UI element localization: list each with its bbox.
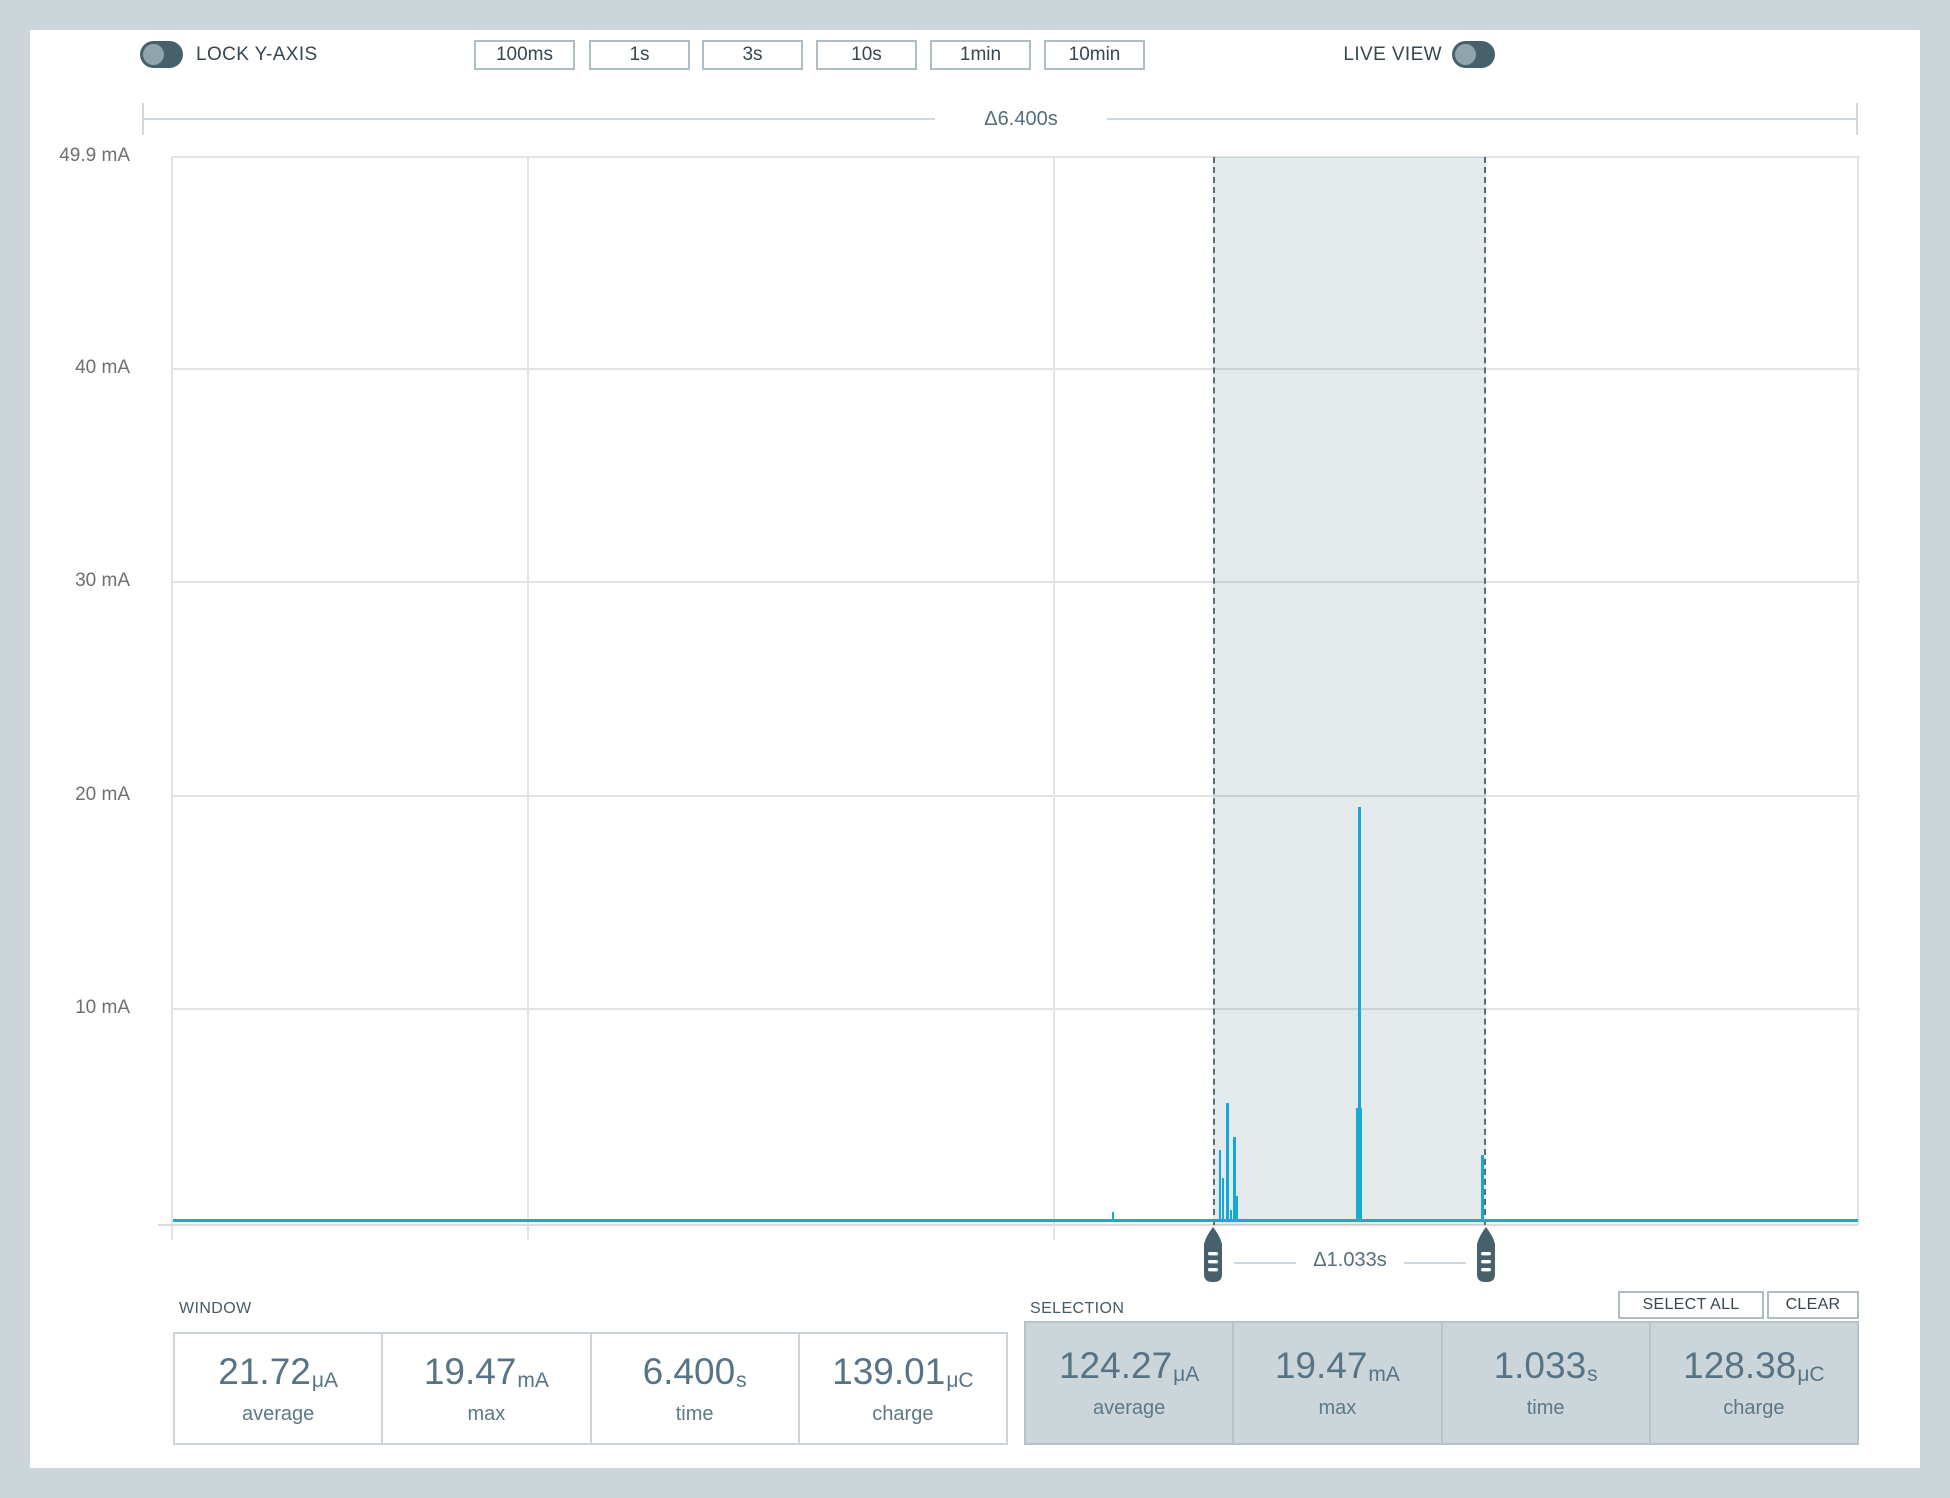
grip-line-icon <box>1208 1252 1218 1256</box>
y-tick-label: 49.9 mA <box>59 145 130 166</box>
current-spike <box>1226 1103 1229 1222</box>
y-axis-line <box>171 157 173 1240</box>
y-tick-label: 40 mA <box>75 357 130 378</box>
y-tick-label: 10 mA <box>75 997 130 1018</box>
stat-number: 19.47 <box>423 1350 517 1392</box>
window-3s-button[interactable]: 3s <box>702 40 803 70</box>
y-tick-label: 30 mA <box>75 570 130 591</box>
select-all-button[interactable]: SELECT ALL <box>1618 1291 1764 1319</box>
stat-label: average <box>241 1402 315 1425</box>
selection-span-value: Δ1.033s <box>1313 1249 1387 1271</box>
current-spike <box>1222 1178 1224 1222</box>
window-100ms-button[interactable]: 100ms <box>474 40 575 70</box>
current-spike <box>1236 1196 1238 1222</box>
chart-plot-area[interactable] <box>172 157 1858 1225</box>
selection-max-stat: 19.47mA max <box>1232 1323 1440 1443</box>
selection-span-line <box>1234 1262 1296 1264</box>
y-tick-label: 20 mA <box>75 784 130 805</box>
stat-label: time <box>1526 1397 1565 1419</box>
toggle-knob-icon <box>143 44 164 65</box>
grip-line-icon <box>1481 1252 1491 1256</box>
stat-unit: μA <box>311 1368 338 1392</box>
live-view-label: LIVE VIEW <box>1343 44 1442 65</box>
window-charge-stat: 139.01μC charge <box>797 1334 1006 1443</box>
stat-label: time <box>675 1402 714 1425</box>
window-stats-panel: 21.72μA average 19.47mA max 6.400s time … <box>173 1332 1008 1445</box>
stat-label: average <box>1092 1397 1166 1419</box>
window-average-stat: 21.72μA average <box>175 1334 381 1443</box>
grip-line-icon <box>1481 1268 1491 1272</box>
gridline <box>1053 157 1055 1240</box>
selection-span-line <box>1404 1262 1466 1264</box>
window-10min-button[interactable]: 10min <box>1044 40 1145 70</box>
selection-charge-stat: 128.38μC charge <box>1648 1323 1857 1443</box>
window-10s-button[interactable]: 10s <box>816 40 917 70</box>
stat-number: 19.47 <box>1274 1345 1368 1386</box>
selection-average-stat: 124.27μA average <box>1026 1323 1232 1443</box>
toggle-knob-icon <box>1455 44 1476 65</box>
stat-label: max <box>1318 1397 1357 1419</box>
stat-unit: μA <box>1173 1363 1200 1386</box>
live-view-toggle[interactable] <box>1452 41 1495 68</box>
clear-button[interactable]: CLEAR <box>1767 1291 1859 1319</box>
stat-number: 21.72 <box>218 1350 311 1392</box>
lock-y-axis-toggle[interactable] <box>140 41 183 68</box>
selection-stats-panel: 124.27μA average 19.47mA max 1.033s time… <box>1024 1321 1859 1445</box>
selection-handle-right[interactable] <box>1473 1226 1499 1284</box>
window-1s-button[interactable]: 1s <box>589 40 690 70</box>
chart-border-right <box>1857 157 1859 1225</box>
current-spike <box>1219 1150 1221 1222</box>
x-axis-line <box>158 1224 1858 1226</box>
gridline <box>172 581 1860 583</box>
window-section-title: WINDOW <box>179 1300 252 1317</box>
window-max-stat: 19.47mA max <box>381 1334 589 1443</box>
window-span-value: Δ6.400s <box>935 105 1107 133</box>
stat-number: 1.033 <box>1493 1345 1587 1386</box>
stat-unit: mA <box>517 1368 549 1392</box>
grip-line-icon <box>1208 1260 1218 1264</box>
stat-number: 139.01 <box>832 1350 946 1392</box>
current-spike <box>1358 807 1361 1222</box>
selection-time-stat: 1.033s time <box>1440 1323 1649 1443</box>
gridline <box>172 795 1860 797</box>
lock-y-axis-label: LOCK Y-AXIS <box>196 44 318 65</box>
stat-unit: μC <box>1797 1363 1825 1386</box>
stat-label: charge <box>872 1402 934 1425</box>
selection-handle-left[interactable] <box>1200 1226 1226 1284</box>
window-time-stat: 6.400s time <box>589 1334 798 1443</box>
gridline <box>527 157 529 1240</box>
stat-unit: s <box>1587 1363 1598 1386</box>
gridline <box>172 368 1860 370</box>
stat-label: max <box>467 1402 506 1425</box>
current-spike <box>1230 1210 1232 1222</box>
stat-number: 6.400 <box>642 1350 736 1392</box>
selection-section-title: SELECTION <box>1030 1300 1125 1317</box>
window-1min-button[interactable]: 1min <box>930 40 1031 70</box>
stat-number: 124.27 <box>1058 1345 1173 1386</box>
stat-label: charge <box>1723 1397 1785 1419</box>
grip-line-icon <box>1481 1260 1491 1264</box>
current-spike <box>1112 1212 1114 1222</box>
grip-line-icon <box>1208 1268 1218 1272</box>
stat-unit: mA <box>1368 1363 1400 1386</box>
current-spike <box>1481 1155 1484 1222</box>
stat-unit: s <box>736 1368 747 1392</box>
stat-number: 128.38 <box>1683 1345 1797 1386</box>
current-baseline-trace <box>173 1219 1858 1222</box>
gridline <box>172 156 1860 158</box>
stat-unit: μC <box>946 1368 974 1392</box>
app-card <box>30 30 1920 1468</box>
bracket-tick <box>1856 103 1858 135</box>
bracket-tick <box>142 103 144 135</box>
current-spike <box>1233 1137 1236 1222</box>
selection-region[interactable] <box>1213 157 1486 1225</box>
gridline <box>172 1008 1860 1010</box>
